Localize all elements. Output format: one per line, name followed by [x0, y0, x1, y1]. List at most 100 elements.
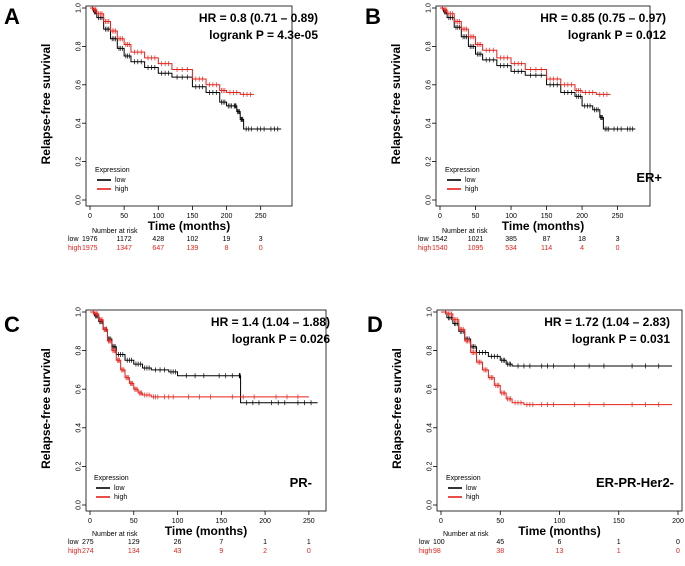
- x-tick-label: 100: [505, 213, 517, 220]
- risk-value: 0: [676, 539, 680, 546]
- x-tick-label: 200: [576, 213, 588, 220]
- y-tick-label: 1.0: [76, 3, 83, 13]
- x-tick-label: 250: [612, 213, 624, 220]
- subset-label: ER-PR-Her2-: [596, 475, 674, 490]
- y-tick-label: 0.4: [76, 118, 83, 128]
- y-tick-label: 0.6: [76, 384, 83, 394]
- risk-value: 7: [219, 539, 223, 546]
- censor-marks-high: [442, 5, 608, 97]
- risk-title: Number at risk: [443, 531, 489, 538]
- risk-label-low: low: [418, 236, 429, 243]
- legend: Expression low high: [95, 167, 130, 193]
- subset-label: ER+: [636, 170, 662, 185]
- risk-value: 3: [259, 236, 263, 243]
- y-tick-label: 0.0: [76, 195, 83, 205]
- survival-curve-low: [90, 7, 282, 130]
- hazard-ratio: HR = 0.8 (0.71 – 0.89): [199, 11, 318, 25]
- y-tick-label: 0.2: [76, 461, 83, 471]
- x-tick-label: 100: [172, 518, 184, 525]
- y-axis: 0.0 0.2 0.4 0.6 0.8 1.0: [427, 307, 437, 510]
- x-axis-title: Time (months): [148, 219, 230, 233]
- risk-value: 26: [174, 539, 182, 546]
- risk-label-high: high: [68, 245, 81, 252]
- panel-letter: B: [365, 4, 381, 29]
- risk-value: 129: [128, 539, 140, 546]
- x-tick-label: 0: [438, 213, 442, 220]
- legend-title: Expression: [446, 475, 481, 482]
- risk-label-high: high: [418, 245, 431, 252]
- series-high: [440, 5, 611, 97]
- series-low: [440, 5, 636, 132]
- risk-value: 139: [187, 245, 199, 252]
- risk-value: 98: [433, 548, 441, 555]
- risk-table: Number at risk low 1976 1172 428 102 19 3 high 19…: [68, 228, 263, 252]
- x-tick-label: 150: [187, 213, 199, 220]
- y-tick-label: 0.8: [76, 346, 83, 356]
- risk-value: 1975: [82, 245, 98, 252]
- panel-d: D 0.00.20.40.60.81.00 50 100 150 200 Relapse-f…: [367, 307, 684, 555]
- series-high: [441, 309, 673, 408]
- risk-label-low: low: [68, 539, 79, 546]
- x-axis: 0 50 100 150 200: [439, 511, 684, 525]
- plot-frame: [85, 309, 327, 512]
- x-axis: 0 50 100 150 200 250: [88, 206, 267, 220]
- risk-value: 18: [578, 236, 586, 243]
- x-tick-label: 50: [472, 213, 480, 220]
- censor-marks-high: [445, 309, 660, 408]
- survival-curve-high: [440, 7, 611, 95]
- legend-label-high: high: [466, 494, 479, 501]
- risk-value: 1172: [117, 236, 132, 243]
- logrank-p: logrank P = 4.3e-05: [209, 28, 318, 42]
- y-tick-label: 0.8: [426, 41, 433, 51]
- x-tick-label: 150: [215, 518, 227, 525]
- x-tick-label: 150: [541, 213, 553, 220]
- risk-value: 385: [505, 236, 517, 243]
- risk-value: 647: [152, 245, 164, 252]
- panel-a: A 0.0 0.2 0.4 0.6 0.8 1.0 0 50 100 150 200 250 Relaps…: [4, 3, 318, 252]
- y-tick-label: 0.4: [426, 118, 433, 128]
- risk-value: 134: [128, 548, 140, 555]
- x-axis: 0 50 100 150 200 250: [438, 206, 624, 220]
- y-tick-label: 0.8: [76, 41, 83, 51]
- y-axis: 0.0 0.2 0.4 0.6 0.8 1.0: [76, 3, 86, 205]
- logrank-p: logrank P = 0.031: [572, 332, 670, 346]
- x-tick-label: 0: [88, 213, 92, 220]
- risk-label-low: low: [419, 539, 430, 546]
- x-axis-title: Time (months): [165, 524, 247, 538]
- x-tick-label: 100: [152, 213, 164, 220]
- survival-curve-high: [90, 311, 309, 398]
- y-tick-label: 0.0: [76, 500, 83, 510]
- y-tick-label: 0.6: [426, 80, 433, 90]
- risk-value: 87: [543, 236, 551, 243]
- series-high: [90, 309, 309, 400]
- panel-b: B 0.0 0.2 0.4 0.6 0.8 1.0 0 50 100 150 200 250 Relaps…: [365, 3, 666, 252]
- subset-label: PR-: [290, 475, 312, 490]
- risk-value: 1: [617, 548, 621, 555]
- legend: Expression low high: [94, 475, 129, 501]
- plot-frame: [435, 5, 651, 207]
- risk-value: 1347: [116, 245, 132, 252]
- y-axis-title: Relapse-free survival: [39, 44, 53, 165]
- series-low: [90, 5, 282, 132]
- legend-label-low: low: [466, 485, 477, 492]
- panel-letter: D: [367, 312, 383, 337]
- y-axis-title: Relapse-free survival: [390, 348, 404, 469]
- risk-value: 0: [676, 548, 680, 555]
- logrank-p: logrank P = 0.012: [568, 28, 666, 42]
- plot-frame: [85, 5, 293, 207]
- y-tick-label: 1.0: [426, 3, 433, 13]
- panel-letter: A: [4, 4, 20, 29]
- x-tick-label: 150: [613, 518, 625, 525]
- x-tick-label: 200: [221, 213, 233, 220]
- censor-marks-high: [92, 5, 251, 97]
- risk-value: 1542: [432, 236, 448, 243]
- risk-value: 2: [263, 548, 267, 555]
- logrank-p: logrank P = 0.026: [232, 332, 330, 346]
- x-tick-label: 50: [130, 518, 138, 525]
- risk-title: Number at risk: [442, 228, 488, 235]
- hazard-ratio: HR = 0.85 (0.75 – 0.97): [540, 11, 666, 25]
- legend-title: Expression: [94, 475, 129, 482]
- risk-value: 45: [496, 539, 504, 546]
- y-axis-title: Relapse-free survival: [39, 348, 53, 469]
- x-axis-title: Time (months): [518, 524, 600, 538]
